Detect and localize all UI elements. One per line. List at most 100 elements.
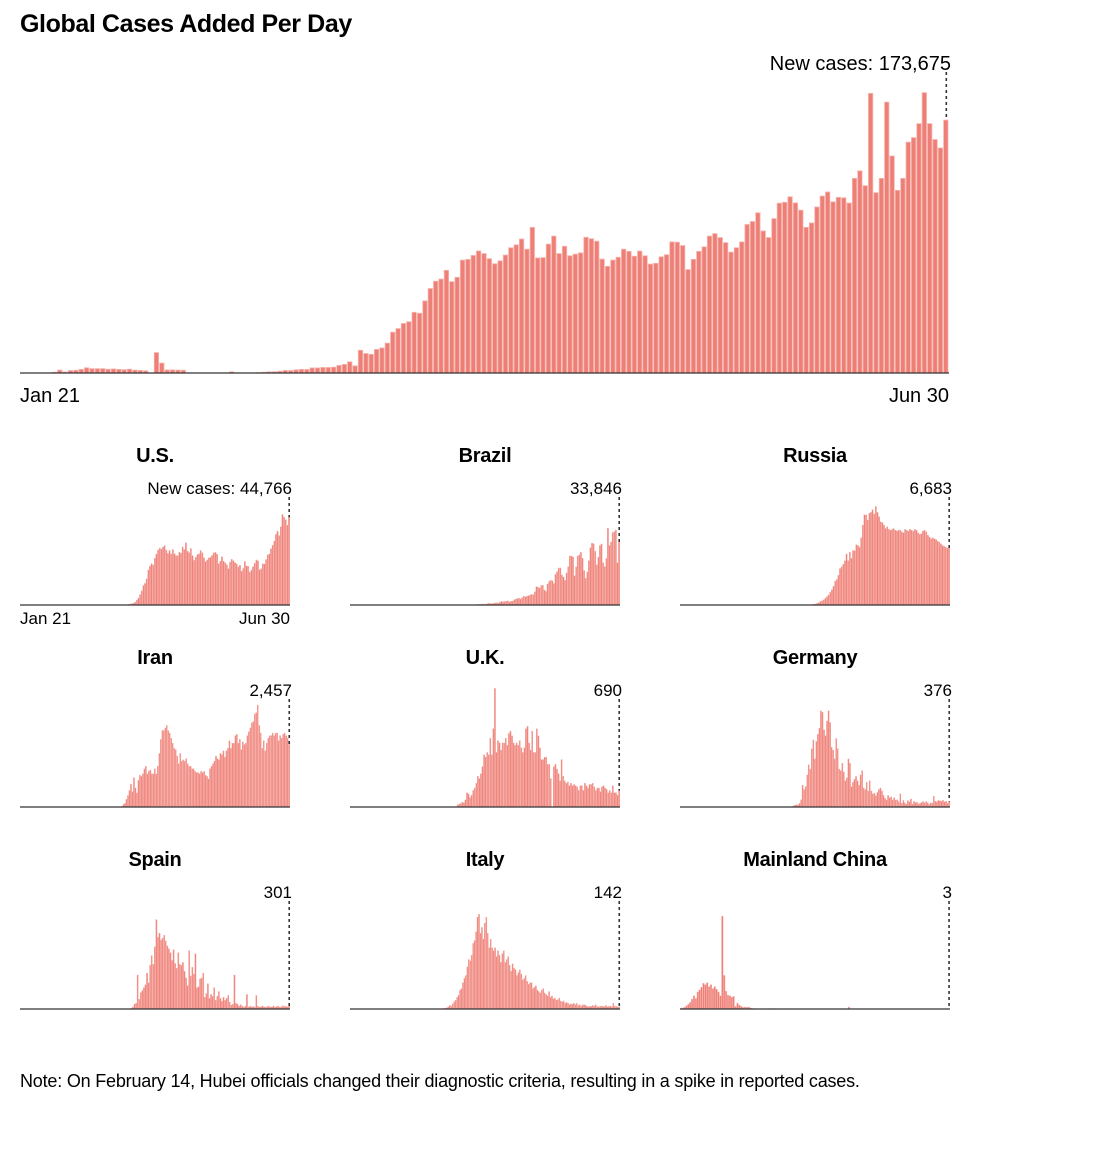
bar (846, 777, 848, 808)
bar (561, 574, 563, 606)
bar (206, 559, 209, 606)
brazil-bars (473, 528, 620, 606)
bar (285, 735, 287, 808)
bar (139, 774, 141, 808)
bar (820, 710, 822, 808)
bar (279, 735, 281, 808)
bar (519, 238, 525, 374)
bar (588, 560, 590, 606)
bar (855, 776, 857, 808)
bar (548, 991, 550, 1010)
bar (572, 253, 578, 374)
bar (475, 931, 477, 1010)
bar (515, 742, 518, 808)
bar (278, 535, 281, 606)
bar (543, 992, 546, 1010)
bar (927, 535, 929, 606)
latest-value-label: 2,457 (249, 681, 292, 700)
bar (564, 580, 566, 606)
bar (258, 569, 261, 606)
bar (808, 222, 815, 374)
bar (658, 256, 664, 374)
bar (868, 92, 874, 374)
bar (827, 594, 830, 606)
bar (551, 580, 554, 606)
bar (937, 800, 940, 808)
bar (225, 998, 228, 1010)
bar (725, 991, 728, 1010)
bar (881, 790, 883, 808)
bar (945, 800, 947, 808)
bar (562, 775, 565, 808)
bar (581, 1004, 584, 1010)
bar (570, 555, 573, 606)
bar (475, 783, 478, 808)
bar (909, 529, 911, 606)
bar (588, 238, 594, 374)
bar (271, 545, 274, 606)
bar (814, 758, 816, 808)
spain-bars (130, 919, 290, 1010)
bar (230, 559, 233, 606)
bar (851, 178, 858, 374)
bar (196, 987, 198, 1010)
bar (926, 802, 929, 808)
bar (146, 773, 149, 808)
bar (214, 1000, 217, 1010)
bar (516, 975, 518, 1010)
bar (211, 555, 213, 606)
bar (948, 801, 950, 808)
bar (864, 789, 867, 808)
bar (787, 196, 793, 374)
bar (578, 252, 584, 374)
bar (511, 963, 514, 1010)
bar (899, 529, 902, 606)
bar (162, 730, 165, 808)
bar (551, 235, 557, 374)
bar (222, 750, 225, 808)
bar (145, 578, 148, 606)
bar (211, 996, 214, 1010)
bar (325, 367, 331, 374)
bar (597, 556, 600, 606)
bar (497, 740, 499, 808)
bar (149, 565, 151, 606)
bar (744, 224, 750, 374)
bar (559, 567, 562, 606)
bar (243, 744, 246, 808)
bar (513, 599, 516, 606)
panel-uk: U.K. 690 (350, 647, 640, 837)
bar (205, 993, 208, 1010)
bar (600, 543, 603, 606)
bar (907, 530, 910, 606)
bar (127, 795, 129, 808)
bar (840, 566, 843, 606)
bar (186, 985, 189, 1010)
bar (513, 244, 519, 374)
bar (804, 786, 807, 808)
bar (886, 526, 889, 606)
bar (158, 753, 161, 808)
bar (723, 242, 729, 374)
bar (549, 580, 552, 606)
bar (696, 991, 699, 1010)
bar (890, 796, 892, 808)
bar (243, 561, 246, 606)
bar (234, 735, 237, 808)
bar (161, 730, 164, 808)
bar (395, 328, 401, 374)
bar (535, 586, 538, 606)
bar (611, 532, 614, 606)
bar (946, 547, 949, 606)
bar (140, 776, 143, 808)
bar (847, 758, 850, 808)
bar (390, 331, 396, 374)
bar (170, 553, 173, 606)
bar (231, 743, 234, 808)
bar (529, 749, 532, 808)
bar (838, 768, 841, 808)
bar (481, 253, 487, 374)
bar (883, 524, 885, 606)
bar (674, 241, 680, 374)
bar (815, 741, 818, 808)
